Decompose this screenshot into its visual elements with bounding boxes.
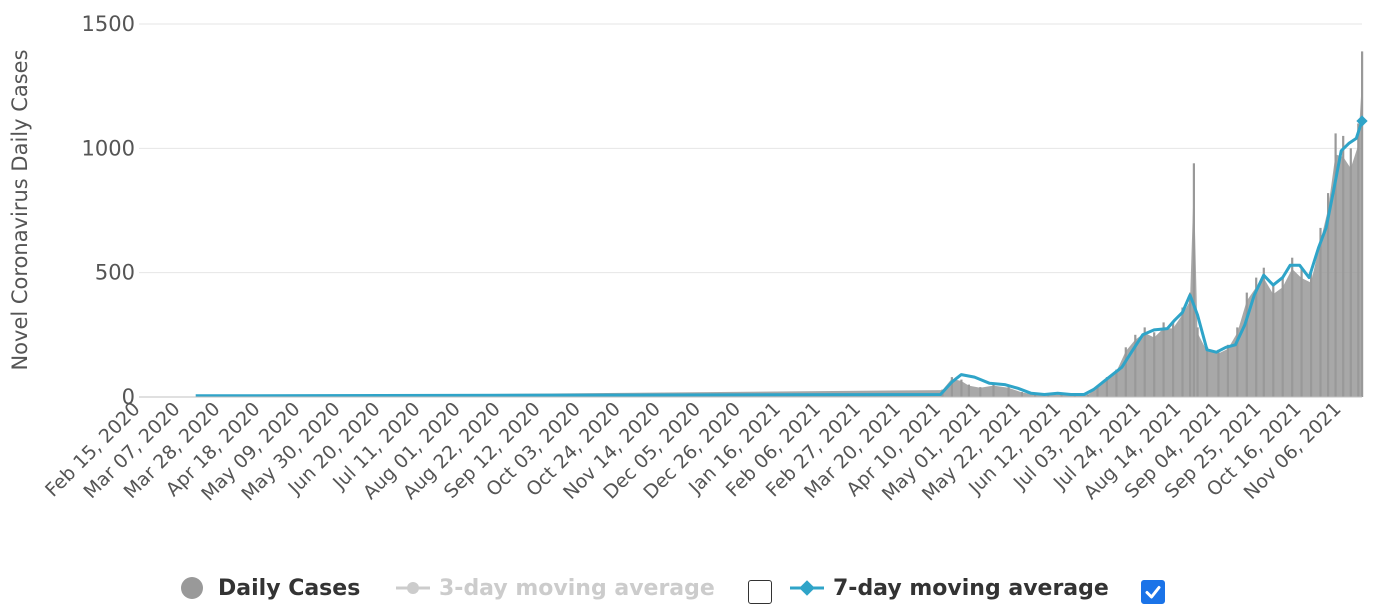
daily-case-bar xyxy=(1262,267,1265,397)
legend-item-7day-average[interactable]: 7-day moving average xyxy=(789,566,1109,610)
line-marker-icon xyxy=(790,580,824,596)
daily-case-bar xyxy=(950,377,953,397)
daily-case-bar xyxy=(1124,347,1127,397)
daily-case-bar xyxy=(1196,327,1199,397)
daily-case-bar xyxy=(1281,277,1284,397)
checkbox-7day-average[interactable] xyxy=(1141,580,1165,604)
y-tick-label: 1500 xyxy=(82,12,135,36)
daily-case-bar xyxy=(1319,227,1322,397)
daily-case-bar xyxy=(1153,332,1156,397)
daily-case-bar xyxy=(1226,344,1229,397)
daily-case-bar xyxy=(1143,327,1146,397)
daily-case-bar xyxy=(1086,394,1090,397)
y-axis-ticks: 0 500 1000 1500 xyxy=(82,12,135,409)
legend: Daily Cases 3-day moving average 7-day m… xyxy=(0,566,1382,610)
daily-case-bar xyxy=(1020,392,1023,397)
y-tick-label: 0 xyxy=(122,385,135,409)
daily-case-bar xyxy=(1272,285,1275,397)
daily-case-bar xyxy=(1189,292,1192,397)
circle-icon xyxy=(181,577,203,599)
daily-case-bar xyxy=(992,384,995,397)
daily-case-bar xyxy=(1300,267,1303,397)
daily-case-bar xyxy=(1217,349,1220,397)
daily-case-bar xyxy=(1192,163,1195,397)
y-axis-label: Novel Coronavirus Daily Cases xyxy=(8,49,32,370)
daily-case-bar xyxy=(1034,394,1037,397)
y-tick-label: 500 xyxy=(95,261,135,285)
daily-case-bar xyxy=(1007,387,1010,397)
legend-label-daily-cases: Daily Cases xyxy=(218,575,361,601)
daily-case-bar xyxy=(1172,322,1175,397)
seven-day-average-end-marker xyxy=(1356,115,1368,127)
line-marker-icon xyxy=(396,582,430,594)
daily-case-bar xyxy=(1357,123,1360,397)
daily-case-bar xyxy=(1291,257,1294,397)
daily-case-bar xyxy=(1096,387,1099,397)
daily-case-bar xyxy=(1105,377,1108,397)
checkbox-3day-average[interactable] xyxy=(748,580,772,604)
legend-label-7day-average: 7-day moving average xyxy=(833,575,1109,601)
daily-case-bar xyxy=(1134,334,1137,397)
daily-case-bar xyxy=(1310,272,1313,397)
daily-case-bar xyxy=(1327,193,1330,397)
daily-case-bar xyxy=(1361,51,1364,398)
daily-cases-bars xyxy=(139,51,1364,398)
y-tick-label: 1000 xyxy=(82,136,135,160)
daily-case-bar xyxy=(1236,327,1239,397)
daily-case-bar xyxy=(1047,394,1050,397)
legend-item-3day-average[interactable]: 3-day moving average xyxy=(395,566,715,610)
legend-label-3day-average: 3-day moving average xyxy=(439,575,715,601)
daily-case-bar xyxy=(967,384,970,397)
daily-case-bar xyxy=(1206,347,1209,397)
legend-item-daily-cases[interactable]: Daily Cases xyxy=(178,566,360,610)
checkmark-icon xyxy=(1145,586,1161,599)
daily-case-bar xyxy=(1334,133,1337,397)
daily-case-bar xyxy=(960,379,963,397)
daily-case-bar xyxy=(1115,369,1118,397)
daily-case-bar xyxy=(1245,292,1248,397)
daily-case-bar xyxy=(1349,148,1352,397)
seven-day-average-line xyxy=(195,120,1364,398)
daily-case-bar xyxy=(979,387,982,397)
daily-case-bars-fill xyxy=(139,79,1362,397)
daily-case-bar xyxy=(1060,394,1063,397)
daily-case-bar xyxy=(1162,322,1165,397)
moving-average-line xyxy=(195,115,1368,398)
daily-case-bar xyxy=(1342,135,1345,397)
gridlines xyxy=(139,23,1362,274)
daily-case-bar xyxy=(1181,307,1184,397)
daily-case-bar xyxy=(1255,277,1258,397)
